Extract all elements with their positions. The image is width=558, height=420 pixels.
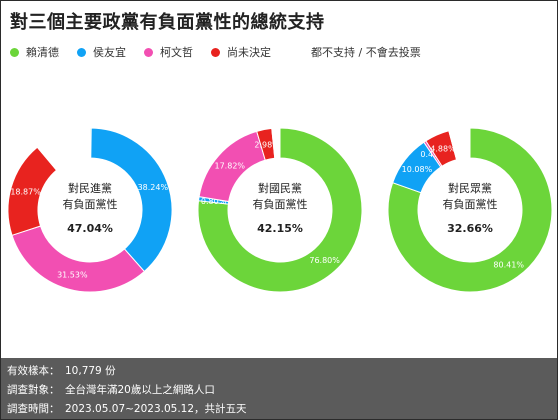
center-label: 有負面黨性 [253, 197, 308, 211]
slice-label: 2.98% [254, 140, 280, 149]
donut-slice [197, 127, 363, 293]
donut-slice [448, 127, 471, 161]
slice-label: 18.87% [10, 188, 41, 197]
legend-swatch [144, 47, 153, 57]
center-label: 對民進黨 [68, 181, 112, 195]
legend-swatch [10, 47, 19, 57]
footer-row: 調查時間： 2023.05.07~2023.05.12，共計五天 [7, 401, 247, 416]
footer-value: 2023.05.07~2023.05.12，共計五天 [65, 403, 247, 415]
center-value: 32.66% [447, 222, 493, 235]
donut-slice [36, 127, 91, 171]
donut-slice [387, 127, 553, 293]
survey-footer: 有效樣本： 10,779 份 調查對象： 全台灣年滿20歲以上之網路人口 調查時… [1, 358, 557, 419]
slice-label: 38.24% [138, 183, 169, 192]
footer-value: 全台灣年滿20歲以上之網路人口 [65, 384, 215, 396]
legend: 賴清德 侯友宜 柯文哲 尚未決定 都不支持 / 不會去投票 [10, 44, 439, 60]
footer-value: 10,779 份 [65, 365, 116, 377]
center-label: 有負面黨性 [63, 197, 118, 211]
slice-label: 31.53% [57, 271, 88, 280]
footer-row: 有效樣本： 10,779 份 [7, 363, 116, 378]
legend-item-lai[interactable]: 賴清德 [10, 44, 59, 60]
footer-row: 調查對象： 全台灣年滿20歲以上之網路人口 [7, 382, 215, 397]
legend-label: 都不支持 / 不會去投票 [311, 46, 421, 59]
legend-label: 侯友宜 [93, 46, 126, 59]
legend-item-undecided[interactable]: 尚未決定 [211, 44, 271, 60]
slice-label: 80.41% [493, 261, 524, 270]
footer-key: 調查時間： [7, 403, 60, 415]
slice-label: 76.80% [309, 256, 340, 265]
slice-label: 17.82% [215, 162, 246, 171]
slice-label: 4.88% [430, 145, 456, 154]
legend-label: 尚未決定 [227, 46, 271, 59]
donut-slice [271, 127, 281, 159]
donut-slice [90, 127, 173, 273]
center-value: 42.15% [257, 222, 303, 235]
footer-key: 有效樣本： [7, 365, 60, 377]
legend-label: 柯文哲 [160, 46, 193, 59]
chart-title: 對三個主要政黨有負面黨性的總統支持 [10, 12, 325, 33]
legend-item-hou[interactable]: 侯友宜 [77, 44, 126, 60]
legend-swatch [77, 47, 86, 57]
slice-label: 0.80% [201, 197, 227, 206]
slice-label: 0.47% [420, 150, 446, 159]
center-label: 對國民黨 [258, 181, 302, 195]
footer-key: 調查對象： [7, 384, 60, 396]
legend-item-none[interactable]: 都不支持 / 不會去投票 [311, 44, 421, 60]
legend-label: 賴清德 [26, 46, 59, 59]
legend-item-ko[interactable]: 柯文哲 [144, 44, 193, 60]
center-label: 對民眾黨 [448, 181, 492, 195]
slice-label: 10.08% [402, 165, 433, 174]
legend-swatch [211, 47, 220, 57]
donut-slice [11, 225, 146, 293]
center-value: 47.04% [67, 222, 113, 235]
center-label: 有負面黨性 [443, 197, 498, 211]
donut-charts: 0.24%38.24%31.53%18.87%對民進黨有負面黨性47.04%76… [7, 127, 553, 293]
